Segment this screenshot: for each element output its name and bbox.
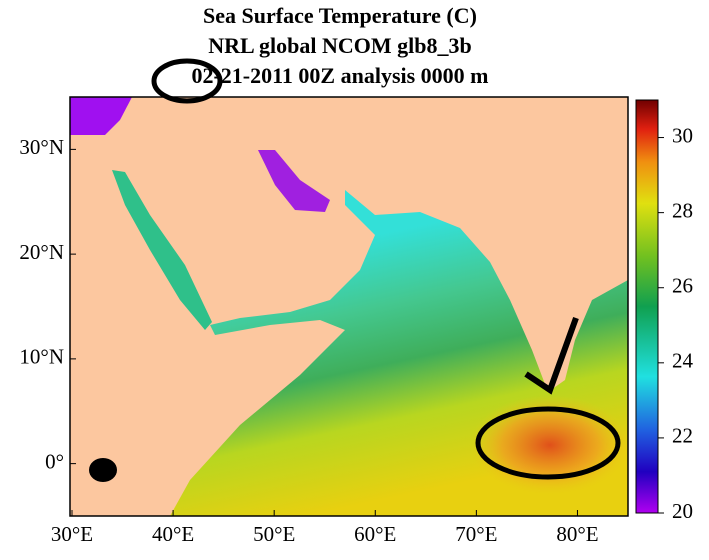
title-line: Sea Surface Temperature (C)	[203, 3, 477, 28]
title-line: 02-21-2011 00Z analysis 0000 m	[191, 63, 488, 88]
colorbar-tick-label: 22	[672, 424, 693, 448]
persian-gulf	[258, 150, 330, 212]
red-sea	[112, 170, 212, 330]
map-frame	[69, 96, 629, 517]
x-tick-label: 60°E	[354, 522, 396, 546]
x-tick-label: 80°E	[556, 522, 598, 546]
y-tick-label: 30°N	[19, 135, 64, 159]
x-tick-label: 70°E	[455, 522, 497, 546]
y-tick-label: 20°N	[19, 240, 64, 264]
lake	[89, 458, 117, 482]
x-tick-label: 50°E	[253, 522, 295, 546]
colorbar-tick-label: 24	[672, 349, 694, 373]
colorbar-tick-label: 26	[672, 274, 693, 298]
colorbar-tick-label: 30	[672, 123, 693, 147]
mediterranean	[70, 97, 132, 135]
colorbar	[635, 99, 659, 514]
annotation-circle	[151, 58, 223, 104]
y-tick-label: 0°	[45, 449, 64, 473]
colorbar-tick-label: 20	[672, 499, 693, 523]
y-tick-label: 10°N	[19, 345, 64, 369]
title-line: NRL global NCOM glb8_3b	[208, 33, 471, 58]
x-tick-label: 40°E	[152, 522, 194, 546]
annotation-circle	[475, 406, 621, 480]
colorbar-tick-label: 28	[672, 198, 693, 222]
annotation-check	[524, 316, 579, 395]
x-tick-label: 30°E	[51, 522, 93, 546]
map	[70, 97, 628, 516]
